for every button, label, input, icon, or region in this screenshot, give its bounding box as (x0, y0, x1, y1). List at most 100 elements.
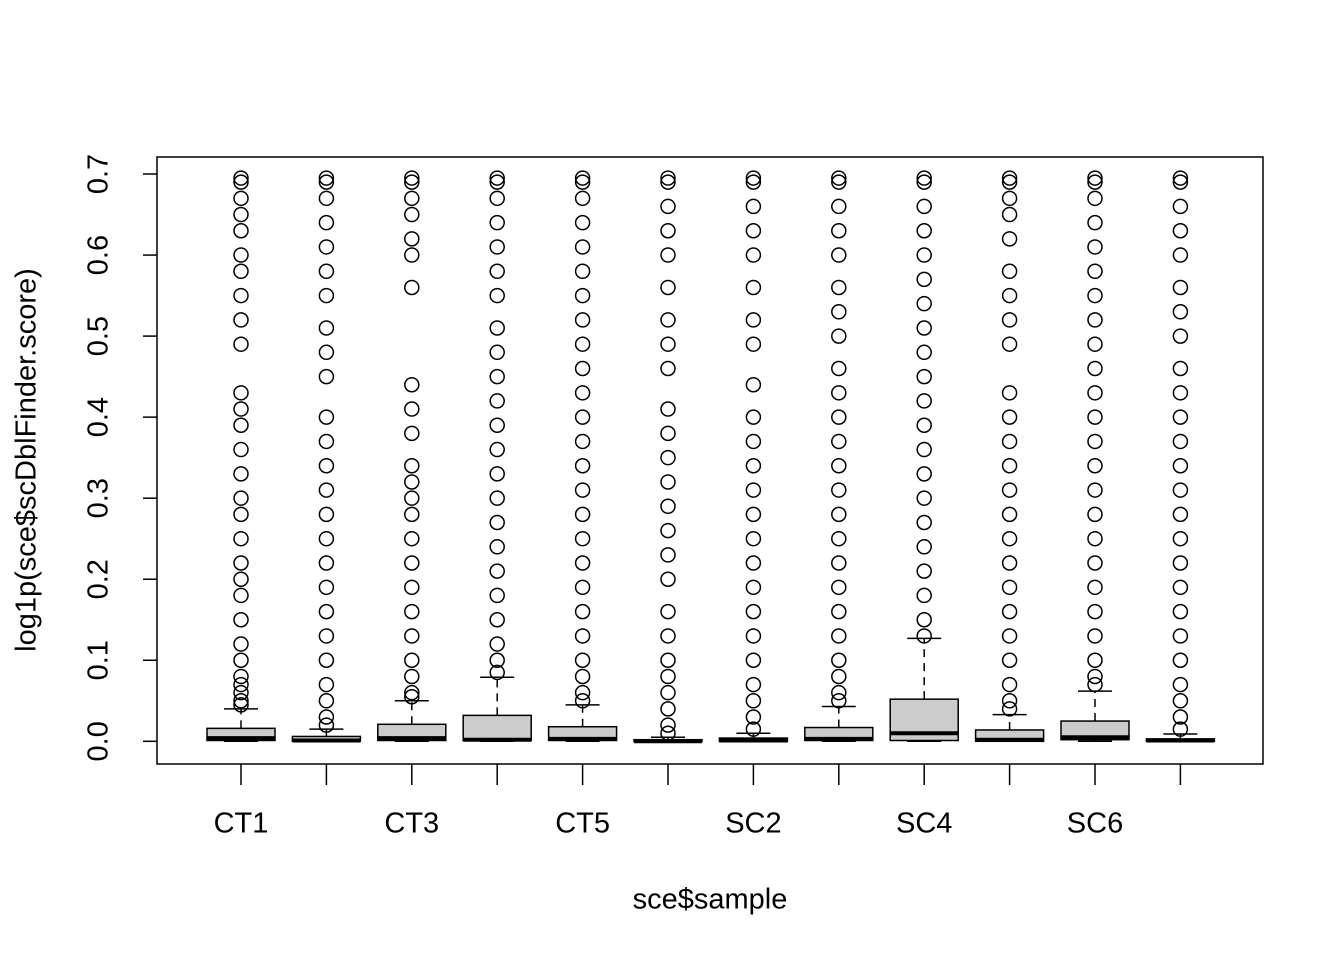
outlier (489, 490, 505, 506)
outlier (831, 579, 847, 596)
outlier (318, 263, 335, 280)
outlier (745, 676, 762, 693)
outlier (1087, 676, 1103, 693)
outlier (233, 611, 249, 628)
outlier (745, 198, 762, 215)
outlier (318, 409, 335, 425)
outlier (318, 287, 335, 304)
outlier (745, 247, 762, 263)
outlier (660, 717, 676, 733)
outlier (745, 433, 762, 450)
outlier (916, 295, 932, 312)
outlier (233, 636, 249, 652)
outlier (1172, 222, 1189, 239)
outlier (745, 170, 762, 186)
outlier (233, 336, 249, 352)
outlier (1087, 190, 1103, 207)
outlier (660, 401, 676, 417)
outlier (831, 385, 847, 401)
plot-frame (156, 156, 1264, 765)
outlier (233, 693, 249, 709)
outlier (404, 376, 420, 393)
outlier (1001, 385, 1018, 401)
outlier (745, 628, 762, 644)
outlier (1001, 676, 1018, 693)
outlier (1001, 287, 1018, 304)
outlier (745, 336, 762, 352)
y-tick-label: 0.5 (83, 316, 115, 356)
outlier (233, 441, 249, 458)
outlier (233, 190, 249, 207)
outlier (233, 676, 249, 693)
outlier (318, 579, 335, 596)
y-tick-label: 0.7 (83, 154, 115, 194)
outlier (1001, 530, 1018, 547)
outlier (1087, 336, 1103, 352)
outlier (1001, 433, 1018, 450)
outlier (831, 433, 847, 450)
outlier (660, 247, 676, 263)
outlier (404, 170, 420, 186)
outlier (1001, 579, 1018, 596)
outlier (660, 198, 676, 215)
outlier (916, 368, 932, 385)
y-axis-title: log1p(sce$scDblFinder.score) (11, 268, 43, 652)
outlier (1087, 668, 1103, 685)
outlier (745, 721, 762, 737)
outlier (745, 579, 762, 596)
outlier (831, 174, 847, 190)
x-tick-label: SC6 (1067, 808, 1123, 840)
outlier (489, 239, 505, 255)
outlier (1087, 360, 1103, 377)
outlier (660, 312, 676, 328)
outlier (489, 417, 505, 433)
outlier (1172, 555, 1189, 571)
outlier (831, 458, 847, 474)
outlier (916, 174, 932, 190)
outlier (1172, 170, 1189, 186)
outlier (574, 170, 591, 186)
outlier (1087, 433, 1103, 450)
outlier (574, 360, 591, 377)
outlier (489, 466, 505, 482)
outlier (831, 668, 847, 685)
outlier (916, 271, 932, 288)
outlier (745, 312, 762, 328)
outlier (404, 490, 420, 506)
outlier (1001, 312, 1018, 328)
outlier (318, 693, 335, 709)
outlier (318, 676, 335, 693)
outlier (489, 539, 505, 555)
outlier (1172, 385, 1189, 401)
outlier (1172, 360, 1189, 377)
outlier (660, 425, 676, 442)
outlier (831, 628, 847, 644)
outlier (318, 709, 335, 725)
outlier (404, 603, 420, 620)
outlier (318, 190, 335, 207)
outlier (1172, 409, 1189, 425)
outlier (489, 368, 505, 385)
outlier (831, 170, 847, 186)
outlier (1172, 279, 1189, 296)
outlier (916, 247, 932, 263)
outlier (660, 684, 676, 701)
outlier (318, 368, 335, 385)
outlier (660, 701, 676, 717)
outlier (574, 312, 591, 328)
outlier (574, 239, 591, 255)
outlier (233, 697, 249, 713)
outlier (1087, 263, 1103, 280)
x-tick-label: SC2 (725, 808, 781, 840)
outlier (489, 664, 505, 681)
outlier (745, 693, 762, 709)
outlier (489, 652, 505, 669)
outlier (1172, 709, 1189, 725)
outlier (745, 603, 762, 620)
outlier (660, 725, 676, 741)
outlier (916, 611, 932, 628)
outlier (916, 393, 932, 409)
outlier (404, 628, 420, 644)
outlier (233, 530, 249, 547)
y-tick-label: 0.2 (83, 559, 115, 599)
